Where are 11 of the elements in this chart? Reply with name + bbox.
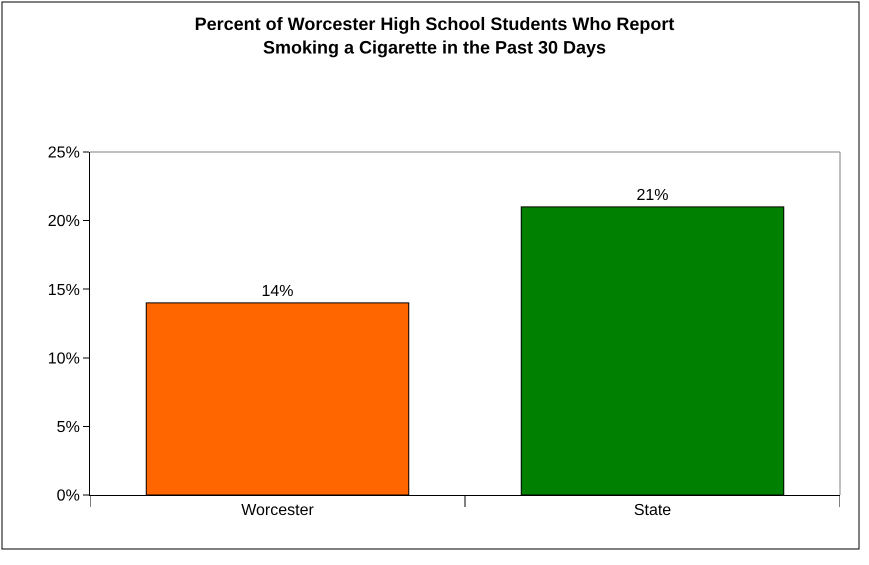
y-tick-label: 10% — [48, 350, 80, 368]
y-tick-label: 5% — [56, 419, 80, 436]
y-tick-label: 20% — [48, 213, 80, 230]
x-tick-label: State — [634, 502, 672, 520]
y-tick-label: 15% — [48, 282, 80, 299]
data-label: 21% — [636, 186, 669, 204]
chart-title: Percent of Worcester High School Students Who Report Smoking a Cigarette in the Past 30 Days — [194, 14, 674, 58]
data-label: 14% — [261, 282, 294, 300]
y-tick-label: 0% — [56, 488, 80, 505]
x-tick-label: Worcester — [241, 502, 314, 520]
y-tick-label: 25% — [48, 144, 80, 162]
